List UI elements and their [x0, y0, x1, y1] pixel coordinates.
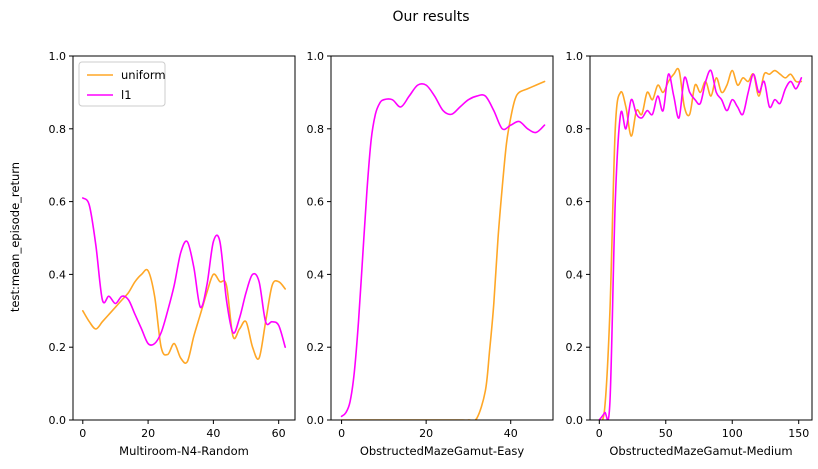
y-tick-label: 0.6 [566, 196, 584, 209]
series-line-uniform [340, 80, 546, 420]
y-tick-label: 0.2 [307, 341, 325, 354]
y-tick-label: 1.0 [307, 50, 325, 63]
x-axis-label: ObstructedMazeGamut-Easy [360, 444, 525, 458]
y-tick-label: 0.4 [566, 268, 584, 281]
series-line-uniform [81, 268, 287, 364]
axes-frame [589, 55, 813, 421]
series-line-l1 [81, 197, 287, 348]
y-tick-label: 0.4 [307, 268, 325, 281]
y-tick-label: 0.8 [49, 123, 67, 136]
x-tick-label: 100 [722, 427, 743, 440]
y-tick-label: 0.2 [566, 341, 584, 354]
series-line-l1 [340, 82, 546, 418]
legend-label-uniform: uniform [121, 68, 166, 82]
y-tick-label: 0.0 [566, 414, 584, 427]
y-tick-label: 0.6 [49, 196, 67, 209]
y-tick-label: 0.0 [307, 414, 325, 427]
x-tick-label: 20 [141, 427, 155, 440]
y-tick-label: 0.6 [307, 196, 325, 209]
legend: uniform l1 [78, 61, 166, 107]
y-tick-label: 0.0 [49, 414, 67, 427]
x-tick-label: 20 [419, 427, 433, 440]
y-tick-label: 0.8 [307, 123, 325, 136]
series-line-l1 [598, 69, 803, 420]
y-tick-label: 0.4 [49, 268, 67, 281]
x-tick-label: 0 [596, 427, 603, 440]
y-axis-label: test:mean_episode_return [8, 162, 22, 312]
legend-label-l1: l1 [121, 88, 132, 102]
y-tick-label: 0.8 [566, 123, 584, 136]
x-axis-label: ObstructedMazeGamut-Medium [609, 444, 792, 458]
axes-frame [330, 55, 554, 421]
x-tick-label: 0 [79, 427, 86, 440]
y-tick-label: 1.0 [566, 50, 584, 63]
x-tick-label: 50 [659, 427, 673, 440]
x-tick-label: 60 [272, 427, 286, 440]
y-tick-label: 1.0 [49, 50, 67, 63]
subplots: 0.0 0.2 0.4 0.6 0.8 1.0 0 20 40 60 Multiroom-N4-Ra… [49, 50, 813, 458]
axes-frame [72, 55, 296, 421]
x-tick-label: 40 [206, 427, 220, 440]
y-tick-label: 0.2 [49, 341, 67, 354]
x-tick-label: 150 [788, 427, 809, 440]
x-axis-label: Multiroom-N4-Random [119, 444, 249, 458]
series-line-uniform [598, 67, 803, 420]
x-tick-label: 0 [338, 427, 345, 440]
subplot-3: 0.0 0.2 0.4 0.6 0.8 1.0 0 50 100 150 ObstructedMaz… [566, 50, 813, 458]
subplot-1: 0.0 0.2 0.4 0.6 0.8 1.0 0 20 40 60 Multiroom-N4-Ra… [49, 50, 296, 458]
subplot-2: 0.0 0.2 0.4 0.6 0.8 1.0 0 20 40 ObstructedMazeGam… [307, 50, 554, 458]
figure-title: Our results [393, 9, 470, 25]
x-tick-label: 40 [504, 427, 518, 440]
